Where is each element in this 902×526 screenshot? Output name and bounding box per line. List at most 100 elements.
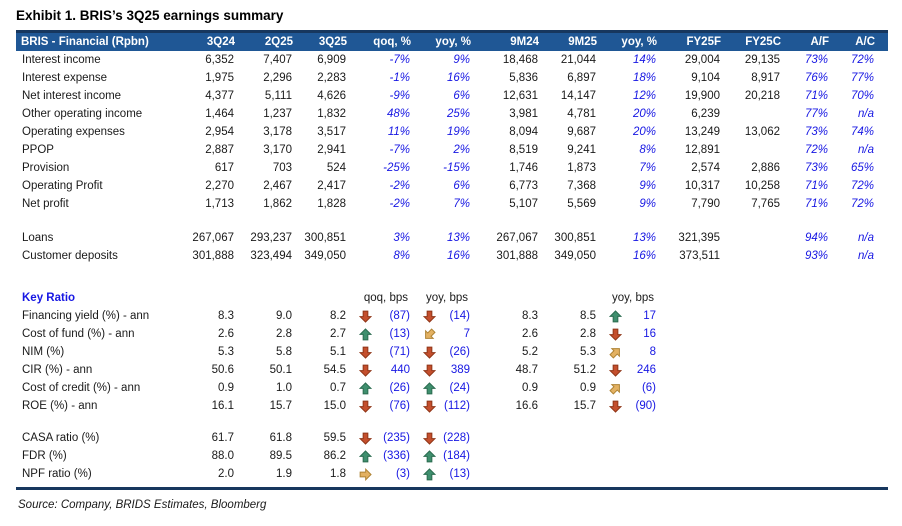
value-cell: -1% <box>389 72 410 84</box>
value-cell: 2.6 <box>522 328 538 340</box>
row-label: ROE (%) - ann <box>22 400 98 412</box>
value-cell: 349,050 <box>554 250 596 262</box>
value-cell: 3,517 <box>317 126 346 138</box>
value-cell <box>546 465 604 483</box>
ne-yellow-arrow-icon <box>609 383 620 395</box>
table-row: Interest income 6,352 7,407 6,909 -7% 9% 18,46… <box>16 51 888 69</box>
value-cell: 16% <box>446 250 470 262</box>
value-cell: 72% <box>850 180 874 192</box>
column-header: A/F <box>810 36 829 48</box>
bps-value: 389 <box>450 364 470 376</box>
row-label: Financing yield (%) - ann <box>22 310 150 322</box>
value-cell: -25% <box>383 162 410 174</box>
value-cell: 2,283 <box>317 72 346 84</box>
value-cell: 2.0 <box>218 468 234 480</box>
value-cell: n/a <box>858 144 874 156</box>
value-cell: 2.8 <box>276 328 292 340</box>
value-cell: 18% <box>632 72 656 84</box>
value-cell: 13,249 <box>684 126 720 138</box>
table-row: Financing yield (%) - ann 8.3 9.0 8.2 (87) (1… <box>16 307 888 325</box>
earnings-summary-exhibit: Exhibit 1. BRIS’s 3Q25 earnings summary … <box>16 8 888 511</box>
row-label: Other operating income <box>22 108 143 120</box>
value-cell: 373,511 <box>679 250 720 262</box>
row-label: Net interest income <box>22 90 122 102</box>
value-cell: 13% <box>632 232 656 244</box>
value-cell: 349,050 <box>304 250 346 262</box>
value-cell: 73% <box>804 54 828 66</box>
value-cell: 8,519 <box>509 144 538 156</box>
value-cell: 301,888 <box>192 250 234 262</box>
value-cell <box>836 361 882 379</box>
qoq-bps-cell: (13) <box>354 325 418 343</box>
column-header: 2Q25 <box>264 36 293 48</box>
subheader-yoy-bps: yoy, bps <box>426 292 468 304</box>
value-cell <box>836 397 882 415</box>
value-cell: 3,170 <box>263 144 292 156</box>
value-cell: -7% <box>389 54 410 66</box>
column-header: 3Q25 <box>318 36 347 48</box>
value-cell <box>788 289 836 307</box>
down-red-arrow-icon <box>423 400 436 413</box>
table-row: Operating expenses 2,954 3,178 3,517 11% 19% 8… <box>16 123 888 141</box>
row-label: Interest income <box>22 54 101 66</box>
down-red-arrow-icon <box>423 364 436 377</box>
column-header: qoq, % <box>373 36 411 48</box>
bps-value: 17 <box>643 310 656 322</box>
value-cell <box>836 379 882 397</box>
value-cell: 267,067 <box>192 232 234 244</box>
row-label: Loans <box>22 232 54 244</box>
bps-value: (26) <box>389 382 410 394</box>
value-cell: 5.3 <box>580 346 596 358</box>
yoy-bps-cell: (184) <box>418 447 478 465</box>
value-cell <box>604 429 664 447</box>
value-cell <box>836 307 882 325</box>
value-cell: 301,888 <box>496 250 538 262</box>
value-cell: 15.0 <box>323 400 346 412</box>
down-red-arrow-icon <box>609 400 622 413</box>
yoy-9m-bps-cell: 16 <box>604 325 664 343</box>
down-red-arrow-icon <box>359 364 372 377</box>
value-cell <box>728 105 788 123</box>
value-cell: 6% <box>453 180 470 192</box>
value-cell: 3,981 <box>509 108 538 120</box>
value-cell: 71% <box>804 90 828 102</box>
value-cell: 94% <box>804 232 828 244</box>
table-row: Other operating income 1,464 1,237 1,832 48%… <box>16 105 888 123</box>
value-cell: 8% <box>639 144 656 156</box>
value-cell: 48% <box>386 108 410 120</box>
table-row: PPOP 2,887 3,170 2,941 -7% 2% 8,519 9,241 8% 12,8… <box>16 141 888 159</box>
value-cell <box>728 229 788 247</box>
value-cell: -2% <box>389 180 410 192</box>
value-cell: 1,832 <box>317 108 346 120</box>
yoy-9m-bps-cell: 246 <box>604 361 664 379</box>
value-cell: 65% <box>850 162 874 174</box>
row-spacer <box>16 415 888 429</box>
value-cell <box>728 429 788 447</box>
value-cell <box>788 361 836 379</box>
subheader-qoq-bps: qoq, bps <box>363 292 408 304</box>
value-cell: 1,746 <box>509 162 538 174</box>
value-cell: 6,352 <box>205 54 234 66</box>
value-cell: 6,897 <box>567 72 596 84</box>
value-cell: 73% <box>804 126 828 138</box>
value-cell: -15% <box>443 162 470 174</box>
value-cell <box>478 289 546 307</box>
row-label: Cost of credit (%) - ann <box>22 382 141 394</box>
bps-value: (13) <box>449 468 470 480</box>
value-cell: 1,464 <box>205 108 234 120</box>
value-cell <box>664 429 728 447</box>
yoy-9m-bps-cell: (6) <box>604 379 664 397</box>
value-cell: 12% <box>632 90 656 102</box>
value-cell: n/a <box>858 250 874 262</box>
value-cell: 10,258 <box>744 180 780 192</box>
value-cell: 2.6 <box>218 328 234 340</box>
qoq-bps-cell: (26) <box>354 379 418 397</box>
value-cell: 8,917 <box>751 72 780 84</box>
bps-value: 16 <box>643 328 656 340</box>
value-cell: 29,135 <box>744 54 780 66</box>
column-header: yoy, % <box>621 36 657 48</box>
value-cell <box>478 429 546 447</box>
value-cell <box>788 447 836 465</box>
yoy-bps-cell: (13) <box>418 465 478 483</box>
value-cell: n/a <box>858 232 874 244</box>
